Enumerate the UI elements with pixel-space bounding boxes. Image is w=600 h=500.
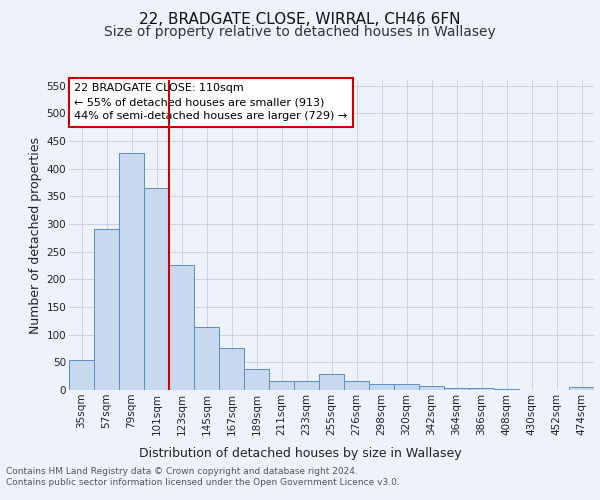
Text: Contains HM Land Registry data © Crown copyright and database right 2024.
Contai: Contains HM Land Registry data © Crown c… <box>6 468 400 487</box>
Bar <box>94 230 119 390</box>
Bar <box>169 266 194 390</box>
Bar <box>219 348 244 390</box>
Bar <box>394 384 419 390</box>
Bar <box>569 387 594 390</box>
Bar <box>294 380 319 390</box>
Bar <box>319 374 344 390</box>
Bar <box>444 388 469 390</box>
Bar <box>369 384 394 390</box>
Bar <box>269 380 294 390</box>
Y-axis label: Number of detached properties: Number of detached properties <box>29 136 43 334</box>
Bar <box>244 369 269 390</box>
Bar <box>194 328 219 390</box>
Bar <box>119 153 144 390</box>
Text: 22, BRADGATE CLOSE, WIRRAL, CH46 6FN: 22, BRADGATE CLOSE, WIRRAL, CH46 6FN <box>139 12 461 28</box>
Bar <box>344 380 369 390</box>
Bar <box>469 388 494 390</box>
Bar <box>69 360 94 390</box>
Bar <box>419 386 444 390</box>
Text: Distribution of detached houses by size in Wallasey: Distribution of detached houses by size … <box>139 448 461 460</box>
Bar <box>494 389 519 390</box>
Text: Size of property relative to detached houses in Wallasey: Size of property relative to detached ho… <box>104 25 496 39</box>
Text: 22 BRADGATE CLOSE: 110sqm
← 55% of detached houses are smaller (913)
44% of semi: 22 BRADGATE CLOSE: 110sqm ← 55% of detac… <box>74 83 347 121</box>
Bar <box>144 188 169 390</box>
